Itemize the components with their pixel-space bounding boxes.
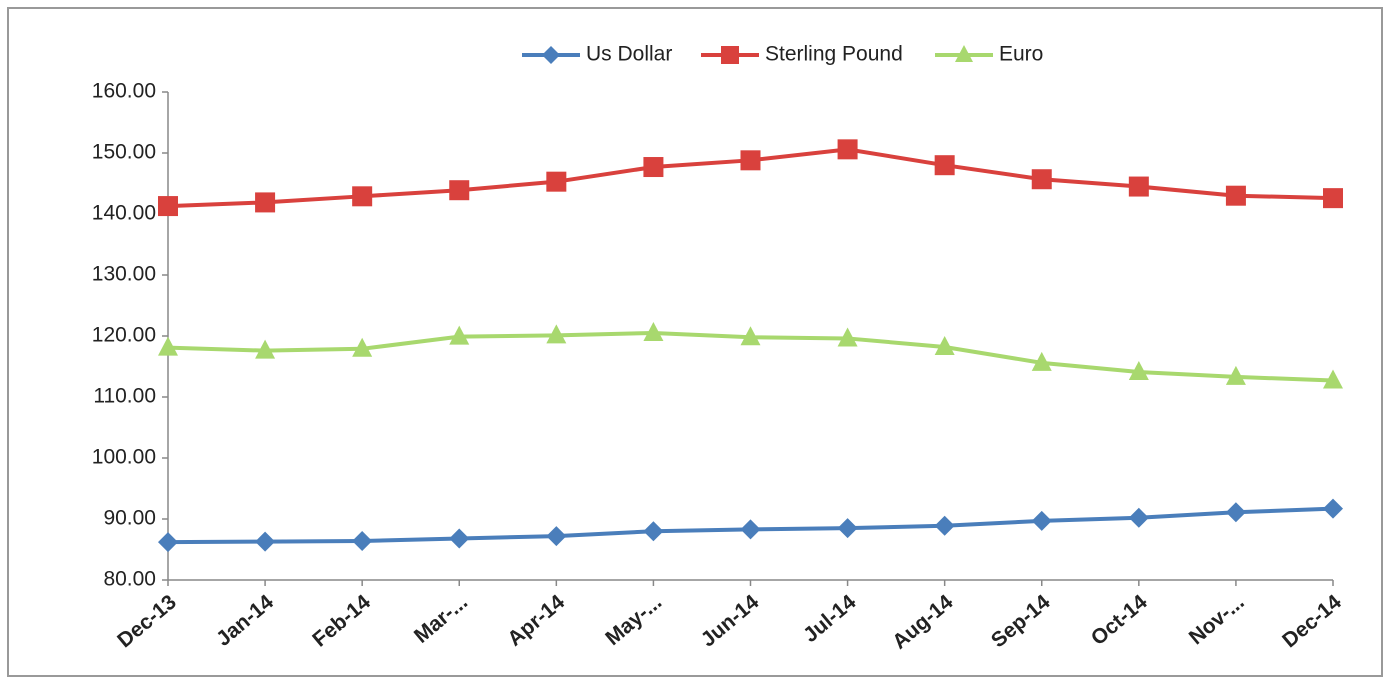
- marker: [643, 521, 664, 542]
- legend-marker: [721, 46, 739, 64]
- marker: [934, 155, 955, 176]
- marker: [1031, 169, 1052, 190]
- marker: [1323, 498, 1343, 519]
- marker: [546, 324, 567, 344]
- marker: [934, 335, 955, 355]
- marker: [352, 337, 373, 357]
- y-tick-label: 160.00: [92, 80, 156, 103]
- marker: [255, 192, 276, 213]
- marker: [934, 515, 955, 536]
- marker: [1225, 365, 1246, 385]
- y-tick-label: 110.00: [93, 385, 156, 408]
- marker: [158, 196, 178, 217]
- legend-label: Us Dollar: [586, 43, 672, 66]
- marker: [255, 531, 276, 552]
- marker: [1225, 502, 1246, 523]
- marker: [158, 532, 178, 553]
- marker: [740, 150, 761, 171]
- y-tick-label: 130.00: [92, 263, 156, 286]
- legend-marker: [542, 46, 560, 64]
- marker: [837, 518, 858, 539]
- marker: [740, 326, 761, 346]
- marker: [255, 339, 276, 359]
- marker: [1323, 369, 1343, 389]
- legend-label: Euro: [999, 43, 1043, 66]
- marker: [352, 530, 373, 551]
- marker: [740, 519, 761, 540]
- marker: [158, 336, 178, 356]
- marker: [643, 157, 664, 178]
- y-tick-label: 120.00: [92, 324, 156, 347]
- marker: [546, 171, 567, 192]
- marker: [1323, 188, 1343, 209]
- marker: [1225, 185, 1246, 206]
- marker: [1031, 351, 1052, 371]
- marker: [1128, 360, 1149, 380]
- marker: [837, 327, 858, 347]
- chart-border: [7, 7, 1383, 677]
- marker: [449, 528, 470, 549]
- y-tick-label: 90.00: [103, 507, 156, 530]
- marker: [837, 139, 858, 160]
- marker: [449, 325, 470, 345]
- y-tick-label: 140.00: [92, 202, 156, 225]
- marker: [643, 321, 664, 341]
- marker: [1128, 176, 1149, 197]
- legend-label: Sterling Pound: [765, 43, 903, 66]
- y-tick-label: 80.00: [103, 568, 156, 591]
- marker: [449, 180, 470, 201]
- marker: [1128, 507, 1149, 528]
- marker: [352, 186, 373, 207]
- legend-marker: [955, 45, 973, 62]
- y-tick-label: 100.00: [92, 446, 156, 469]
- y-tick-label: 150.00: [92, 141, 156, 164]
- marker: [546, 526, 567, 547]
- marker: [1031, 510, 1052, 531]
